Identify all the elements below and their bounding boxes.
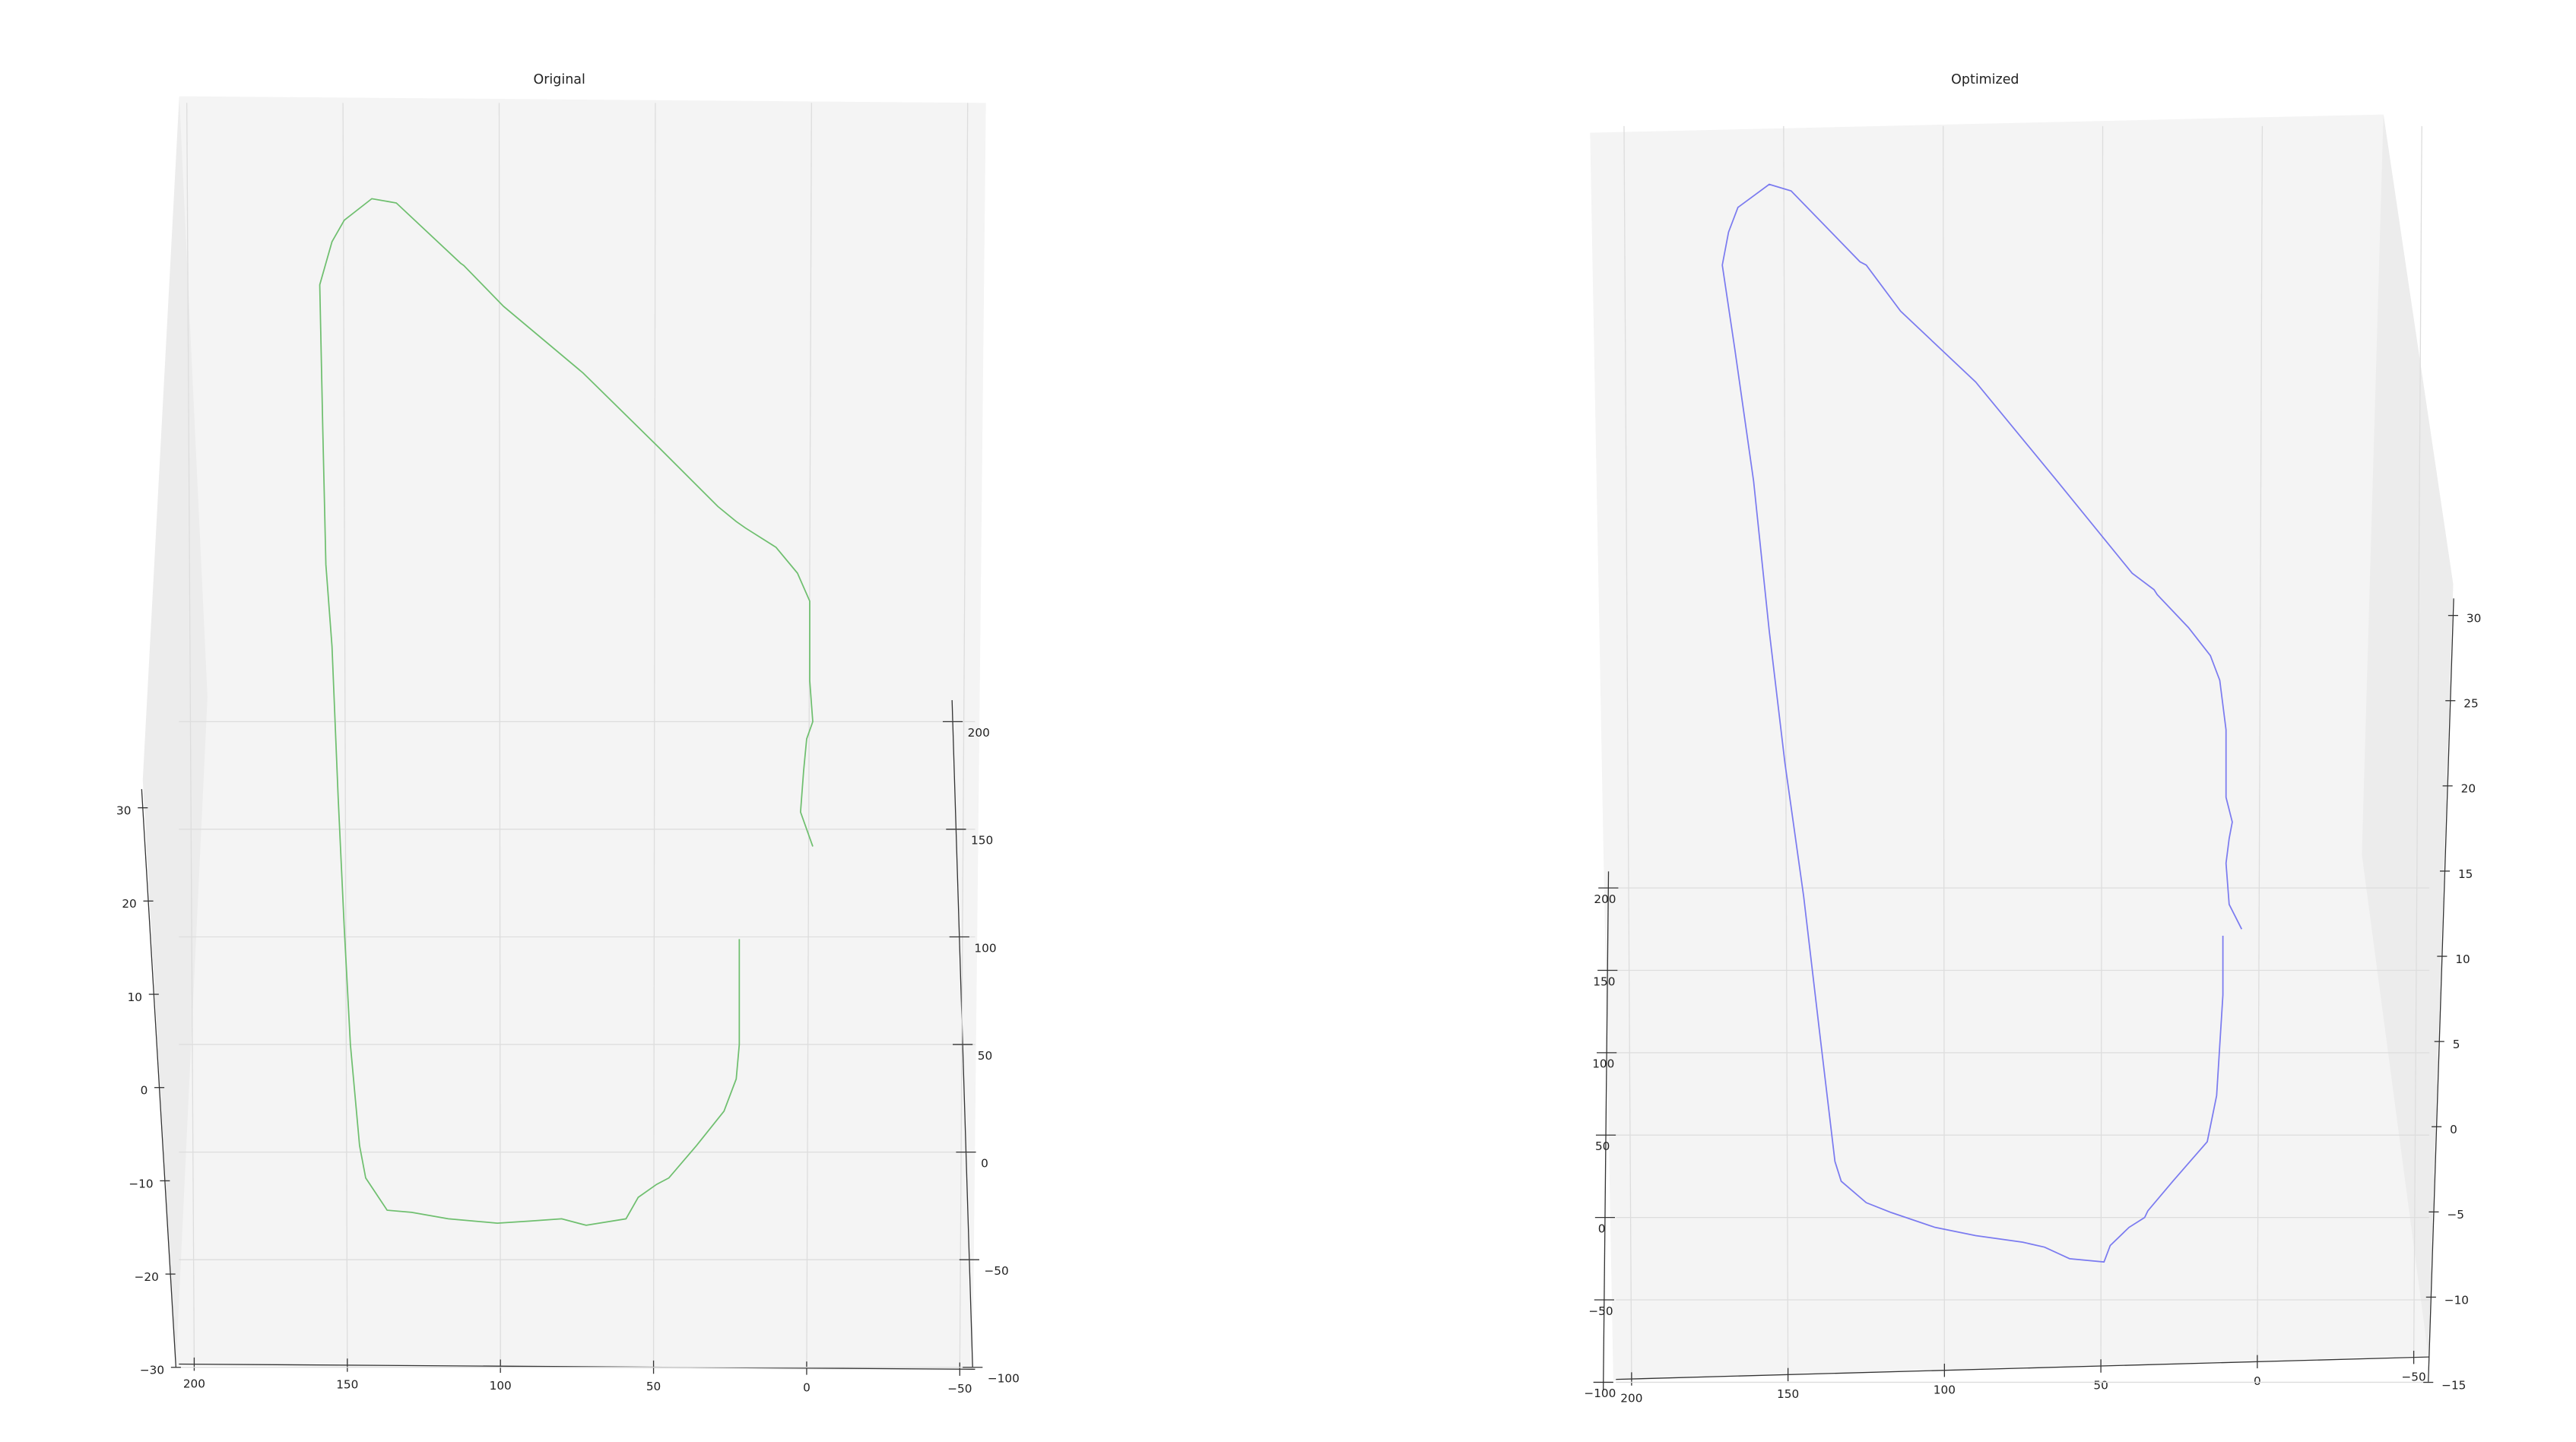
x-tick-label: 50 — [2093, 1379, 2108, 1393]
grid-line — [2100, 125, 2104, 1367]
z-tick-label: 10 — [2455, 952, 2470, 966]
y-tick-label: 200 — [1594, 892, 1616, 906]
trajectory — [319, 198, 814, 1226]
pane — [176, 96, 986, 1371]
grid-line — [498, 103, 501, 1367]
z-tick-label: 30 — [2467, 612, 2481, 626]
z-tick-label: −20 — [135, 1270, 159, 1284]
grid-line — [342, 103, 348, 1365]
x-tick-label: −50 — [2401, 1370, 2425, 1383]
x-tick-label: 50 — [646, 1380, 661, 1393]
grid-line — [806, 103, 812, 1368]
y-tick-label: −100 — [988, 1372, 1020, 1386]
y-tick-label: 100 — [1592, 1057, 1614, 1071]
x-tick-label: 100 — [490, 1379, 512, 1393]
z-tick-label: 25 — [2463, 697, 2478, 711]
z-tick-label: 15 — [2458, 867, 2473, 881]
z-tick-label: 0 — [2450, 1123, 2457, 1136]
grid-line — [1943, 125, 1946, 1371]
x-tick-label: 200 — [1620, 1392, 1642, 1406]
z-tick-label: −10 — [128, 1177, 153, 1190]
y-tick-label: 200 — [968, 726, 990, 740]
x-axis — [179, 1363, 976, 1370]
grid-line — [959, 103, 969, 1370]
y-tick-label: 0 — [1598, 1222, 1606, 1235]
grid-line — [652, 103, 656, 1368]
y-tick-label: 50 — [978, 1049, 992, 1063]
z-axis — [2428, 598, 2454, 1383]
z-tick-label: −5 — [2447, 1208, 2464, 1222]
z-axis — [141, 789, 177, 1368]
z-tick-label: 10 — [128, 990, 142, 1004]
z-tick-label: 0 — [141, 1084, 148, 1098]
grid-line — [186, 103, 195, 1364]
x-tick-label: −50 — [947, 1382, 972, 1396]
z-tick-label: 5 — [2453, 1038, 2460, 1051]
y-tick-label: −50 — [985, 1264, 1009, 1278]
y-tick-label: 100 — [974, 941, 996, 955]
y-tick-label: 150 — [971, 834, 993, 848]
chart-title: Optimized — [1951, 72, 2019, 87]
x-tick-label: 150 — [1777, 1387, 1799, 1401]
chart-title: Original — [534, 72, 585, 87]
y-tick-label: −100 — [1584, 1387, 1616, 1400]
x-tick-label: 150 — [336, 1378, 358, 1392]
grid-line — [2257, 125, 2264, 1362]
z-tick-label: −30 — [140, 1364, 164, 1377]
z-tick-label: −15 — [2441, 1378, 2466, 1392]
grid-line — [1623, 125, 1632, 1380]
y-tick-label: 50 — [1595, 1139, 1610, 1153]
grid-line — [2413, 125, 2422, 1358]
x-tick-label: 100 — [1934, 1383, 1956, 1396]
pane — [142, 96, 208, 1366]
y-tick-label: −50 — [1588, 1304, 1613, 1318]
z-tick-label: −10 — [2444, 1293, 2469, 1307]
y-tick-label: 0 — [981, 1156, 988, 1170]
pane — [1590, 114, 2454, 1381]
pane — [2362, 114, 2454, 1356]
z-tick-label: 30 — [116, 804, 131, 818]
grid-line — [1783, 125, 1789, 1375]
x-axis — [1616, 1356, 2430, 1380]
trajectory — [1721, 183, 2243, 1263]
y-tick-label: 150 — [1593, 975, 1615, 988]
x-tick-label: 0 — [803, 1381, 811, 1395]
x-tick-label: 200 — [183, 1377, 205, 1390]
y-axis — [1603, 871, 1610, 1391]
z-tick-label: 20 — [122, 897, 136, 911]
x-tick-label: 0 — [2254, 1374, 2261, 1388]
z-tick-label: 20 — [2461, 782, 2476, 796]
